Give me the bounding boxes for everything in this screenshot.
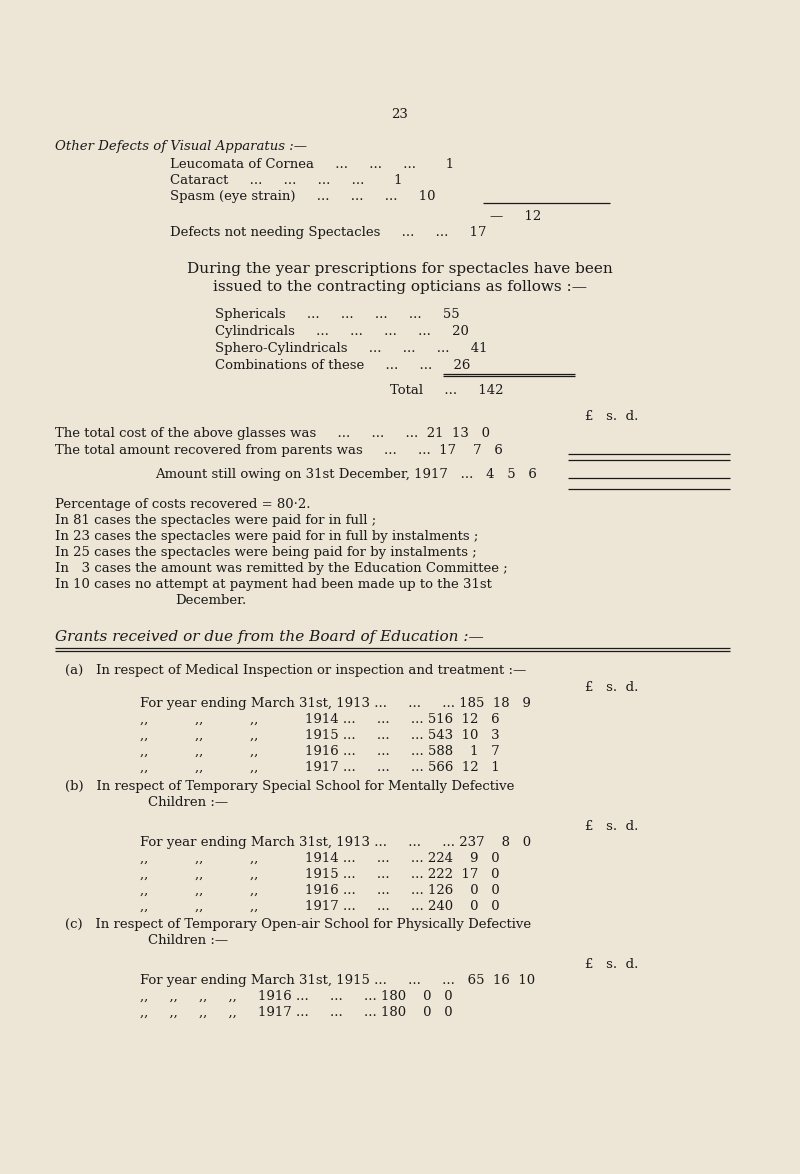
- Text: In   3 cases the amount was remitted by the Education Committee ;: In 3 cases the amount was remitted by th…: [55, 562, 508, 575]
- Text: ,,     ,,     ,,     ,,     1916 ...     ...     ... 180    0   0: ,, ,, ,, ,, 1916 ... ... ... 180 0 0: [140, 990, 453, 1003]
- Text: The total amount recovered from parents was     ...     ...  17    7   6: The total amount recovered from parents …: [55, 444, 503, 457]
- Text: Sphero-Cylindricals     ...     ...     ...     41: Sphero-Cylindricals ... ... ... 41: [215, 342, 487, 355]
- Text: Children :—: Children :—: [148, 796, 228, 809]
- Text: Spasm (eye strain)     ...     ...     ...     10: Spasm (eye strain) ... ... ... 10: [170, 190, 435, 203]
- Text: 23: 23: [391, 108, 409, 121]
- Text: The total cost of the above glasses was     ...     ...     ...  21  13   0: The total cost of the above glasses was …: [55, 427, 490, 440]
- Text: In 81 cases the spectacles were paid for in full ;: In 81 cases the spectacles were paid for…: [55, 514, 376, 527]
- Text: ,,           ,,           ,,           1916 ...     ...     ... 588    1   7: ,, ,, ,, 1916 ... ... ... 588 1 7: [140, 745, 500, 758]
- Text: (b)   In respect of Temporary Special School for Mentally Defective: (b) In respect of Temporary Special Scho…: [65, 780, 514, 792]
- Text: For year ending March 31st, 1913 ...     ...     ... 237    8   0: For year ending March 31st, 1913 ... ...…: [140, 836, 531, 849]
- Text: ,,           ,,           ,,           1917 ...     ...     ... 240    0   0: ,, ,, ,, 1917 ... ... ... 240 0 0: [140, 900, 500, 913]
- Text: —     12: — 12: [490, 210, 542, 223]
- Text: Defects not needing Spectacles     ...     ...     17: Defects not needing Spectacles ... ... 1…: [170, 227, 486, 239]
- Text: ,,           ,,           ,,           1914 ...     ...     ... 516  12   6: ,, ,, ,, 1914 ... ... ... 516 12 6: [140, 713, 500, 726]
- Text: ,,           ,,           ,,           1915 ...     ...     ... 543  10   3: ,, ,, ,, 1915 ... ... ... 543 10 3: [140, 729, 500, 742]
- Text: Other Defects of Visual Apparatus :—: Other Defects of Visual Apparatus :—: [55, 140, 307, 153]
- Text: £   s.  d.: £ s. d.: [585, 819, 638, 834]
- Text: ,,           ,,           ,,           1916 ...     ...     ... 126    0   0: ,, ,, ,, 1916 ... ... ... 126 0 0: [140, 884, 500, 897]
- Text: ,,           ,,           ,,           1917 ...     ...     ... 566  12   1: ,, ,, ,, 1917 ... ... ... 566 12 1: [140, 761, 500, 774]
- Text: issued to the contracting opticians as follows :—: issued to the contracting opticians as f…: [213, 281, 587, 294]
- Text: (a)   In respect of Medical Inspection or inspection and treatment :—: (a) In respect of Medical Inspection or …: [65, 664, 526, 677]
- Text: ,,           ,,           ,,           1915 ...     ...     ... 222  17   0: ,, ,, ,, 1915 ... ... ... 222 17 0: [140, 868, 499, 880]
- Text: For year ending March 31st, 1915 ...     ...     ...   65  16  10: For year ending March 31st, 1915 ... ...…: [140, 974, 535, 987]
- Text: For year ending March 31st, 1913 ...     ...     ... 185  18   9: For year ending March 31st, 1913 ... ...…: [140, 697, 531, 710]
- Text: (c)   In respect of Temporary Open-air School for Physically Defective: (c) In respect of Temporary Open-air Sch…: [65, 918, 531, 931]
- Text: Sphericals     ...     ...     ...     ...     55: Sphericals ... ... ... ... 55: [215, 308, 460, 321]
- Text: December.: December.: [175, 594, 246, 607]
- Text: In 10 cases no attempt at payment had been made up to the 31st: In 10 cases no attempt at payment had be…: [55, 578, 492, 591]
- Text: £   s.  d.: £ s. d.: [585, 410, 638, 423]
- Text: Total     ...     142: Total ... 142: [390, 384, 503, 397]
- Text: ,,           ,,           ,,           1914 ...     ...     ... 224    9   0: ,, ,, ,, 1914 ... ... ... 224 9 0: [140, 852, 500, 865]
- Text: Amount still owing on 31st December, 1917   ...   4   5   6: Amount still owing on 31st December, 191…: [155, 468, 537, 481]
- Text: In 25 cases the spectacles were being paid for by instalments ;: In 25 cases the spectacles were being pa…: [55, 546, 477, 559]
- Text: Leucomata of Cornea     ...     ...     ...       1: Leucomata of Cornea ... ... ... 1: [170, 158, 454, 171]
- Text: ,,     ,,     ,,     ,,     1917 ...     ...     ... 180    0   0: ,, ,, ,, ,, 1917 ... ... ... 180 0 0: [140, 1006, 453, 1019]
- Text: Percentage of costs recovered = 80·2.: Percentage of costs recovered = 80·2.: [55, 498, 310, 511]
- Text: Combinations of these     ...     ...     26: Combinations of these ... ... 26: [215, 359, 470, 372]
- Text: Cylindricals     ...     ...     ...     ...     20: Cylindricals ... ... ... ... 20: [215, 325, 469, 338]
- Text: Cataract     ...     ...     ...     ...       1: Cataract ... ... ... ... 1: [170, 174, 402, 187]
- Text: £   s.  d.: £ s. d.: [585, 681, 638, 694]
- Text: £   s.  d.: £ s. d.: [585, 958, 638, 971]
- Text: Children :—: Children :—: [148, 935, 228, 947]
- Text: In 23 cases the spectacles were paid for in full by instalments ;: In 23 cases the spectacles were paid for…: [55, 529, 478, 544]
- Text: During the year prescriptions for spectacles have been: During the year prescriptions for specta…: [187, 262, 613, 276]
- Text: Grants received or due from the Board of Education :—: Grants received or due from the Board of…: [55, 630, 484, 645]
